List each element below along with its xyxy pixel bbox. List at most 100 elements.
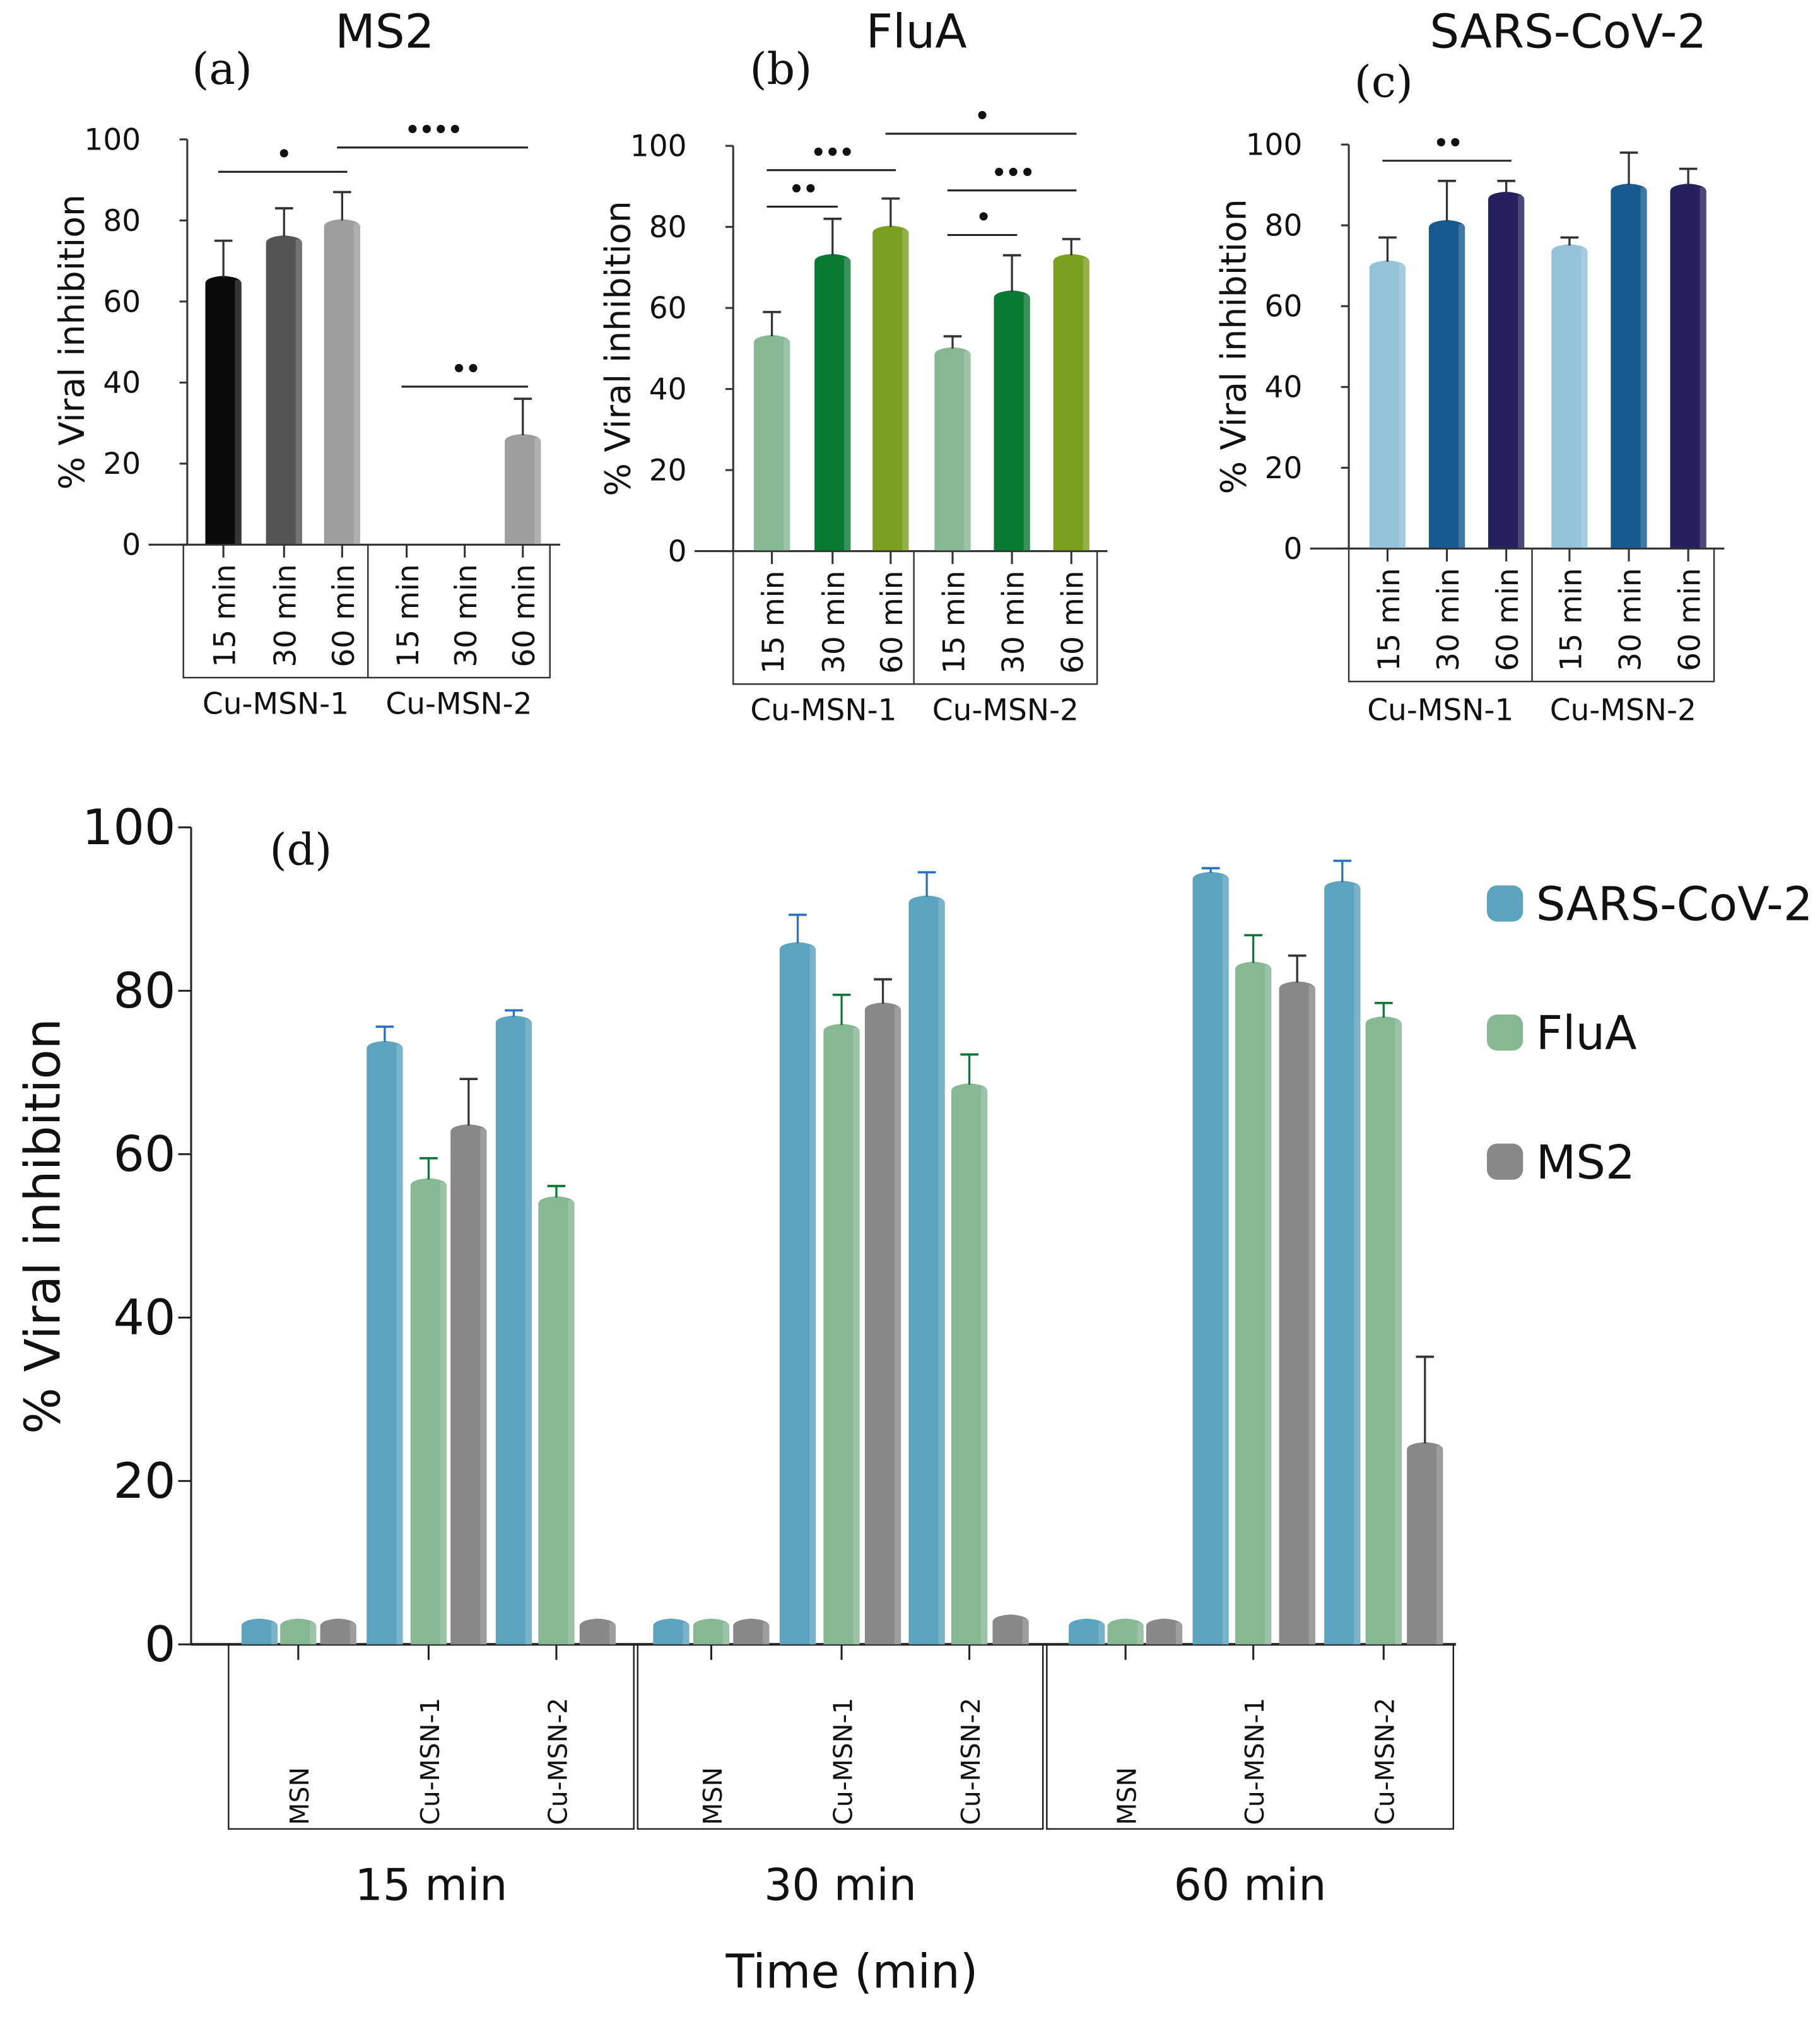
bar: [753, 335, 790, 551]
y-axis-label: % Viral inhibition: [599, 201, 639, 496]
y-tick-label: 100: [630, 129, 687, 164]
bar-ms2: [1146, 1618, 1183, 1645]
y-tick-label: 60: [103, 285, 141, 319]
bar-highlight: [1581, 248, 1588, 549]
x-tick-label: 30 min: [449, 564, 484, 668]
group-label: Cu-MSN-1: [203, 686, 349, 721]
significance-marker: •: [276, 138, 290, 171]
bar-sars-cov-2: [1069, 1618, 1105, 1645]
significance-marker: ••: [788, 172, 816, 206]
bar-ms2: [1279, 981, 1315, 1645]
y-tick-label: 60: [1265, 290, 1303, 324]
y-tick-label: 0: [144, 1616, 175, 1673]
group-label: Cu-MSN-2: [1550, 693, 1696, 728]
y-tick-label: 60: [649, 291, 687, 326]
bar-flua: [1235, 962, 1272, 1645]
bar-flua-highlight: [310, 1622, 317, 1645]
bar-flua-highlight: [1137, 1622, 1144, 1645]
panel-title: FluA: [866, 6, 967, 59]
bar-sars-cov-2: [241, 1618, 278, 1645]
bar-ms2-highlight: [894, 1006, 901, 1645]
bar-flua: [1365, 1016, 1402, 1645]
bar-highlight: [1518, 196, 1525, 549]
group-label: Cu-MSN-1: [750, 693, 896, 728]
bar-ms2-highlight: [349, 1622, 356, 1645]
x-tick-label: MSN: [285, 1767, 315, 1825]
bar-highlight: [353, 223, 360, 545]
bar-flua-highlight: [853, 1027, 860, 1645]
significance-marker: ••: [1433, 126, 1461, 160]
bar-sars-cov-2: [495, 1015, 532, 1645]
bar-highlight: [784, 339, 790, 551]
legend-swatch: [1486, 1014, 1524, 1051]
bar: [1551, 244, 1588, 549]
panel-sars-cov-2: SARS-CoV-2 (c) 0 20 40 60 80 100 % Viral inhibit…: [1214, 6, 1725, 728]
panel-title: SARS-CoV-2: [1430, 6, 1706, 59]
bar-sars-cov-2-highlight: [525, 1019, 532, 1645]
bar-ms2-highlight: [1436, 1445, 1443, 1645]
bar-ms2: [450, 1124, 487, 1645]
bar-ms2: [579, 1618, 616, 1645]
bar-sars-cov-2-highlight: [396, 1045, 403, 1645]
category-box: [182, 544, 551, 679]
panel-letter: (b): [750, 44, 813, 95]
bar-ms2-highlight: [480, 1128, 487, 1645]
legend-label: FluA: [1536, 1007, 1637, 1061]
bar-sars-cov-2: [653, 1618, 690, 1645]
panel-letter: (d): [269, 825, 332, 876]
bar-sars-cov-2: [779, 942, 816, 1645]
bar-ms2-highlight: [1175, 1622, 1183, 1645]
bar: [324, 219, 360, 545]
bar: [1488, 191, 1525, 549]
x-tick-label: 60 min: [1491, 568, 1525, 671]
x-tick-label: 15 min: [756, 570, 791, 674]
bar-highlight: [235, 279, 242, 545]
significance-marker: •••: [990, 156, 1033, 190]
y-tick-label: 20: [114, 1453, 176, 1510]
x-tick-label: 30 min: [1431, 568, 1466, 671]
y-tick-label: 20: [103, 447, 141, 481]
y-tick-label: 20: [1265, 451, 1303, 486]
bar-highlight: [964, 351, 971, 551]
y-axis-label: % Viral inhibition: [15, 1018, 71, 1434]
legend-swatch: [1486, 885, 1524, 922]
bar: [1053, 254, 1089, 551]
bar: [1611, 184, 1647, 549]
y-tick-label: 0: [668, 534, 687, 569]
bar-highlight: [1700, 187, 1706, 549]
y-tick-label: 80: [1265, 209, 1303, 244]
bar-highlight: [1458, 223, 1465, 549]
bar-ms2-highlight: [763, 1622, 770, 1645]
x-tick-label: 15 min: [391, 564, 426, 668]
y-tick-label: 40: [1265, 370, 1303, 405]
bar-highlight: [534, 437, 541, 545]
y-tick-label: 100: [84, 122, 141, 157]
bar-flua: [538, 1196, 575, 1645]
x-tick-label: Cu-MSN-2: [1370, 1698, 1400, 1825]
x-tick-label: 60 min: [1056, 570, 1091, 674]
bar: [1428, 220, 1465, 549]
x-tick-label: Cu-MSN-2: [543, 1698, 573, 1825]
group-label: Cu-MSN-2: [932, 693, 1079, 728]
x-axis-label: Time (min): [725, 1946, 978, 1999]
bar-ms2-highlight: [609, 1622, 616, 1645]
y-tick-label: 0: [122, 528, 141, 563]
x-tick-label: 15 min: [1372, 568, 1407, 671]
x-tick-label: 60 min: [1673, 568, 1708, 671]
bar: [814, 254, 851, 551]
y-tick-label: 40: [114, 1290, 176, 1346]
panel-flua: FluA (b) 0 20 40 60 80 100 % Viral inhibition 15 …: [599, 6, 1108, 728]
x-tick-label: Cu-MSN-1: [828, 1698, 858, 1825]
panel-letter: (c): [1354, 56, 1413, 107]
bar-ms2: [864, 1003, 901, 1645]
significance-marker: •••: [810, 136, 852, 169]
group-label: Cu-MSN-1: [1367, 693, 1513, 728]
x-tick-label: Cu-MSN-2: [956, 1698, 986, 1825]
bar: [934, 347, 971, 551]
y-tick-label: 80: [114, 963, 176, 1020]
bar-flua-highlight: [981, 1087, 988, 1645]
panel-combined: (d) 0 20 40 60 80 100 % Viral inhibition 15 min M…: [15, 799, 1812, 1999]
bar-highlight: [295, 239, 302, 545]
group-label: 60 min: [1174, 1859, 1327, 1910]
